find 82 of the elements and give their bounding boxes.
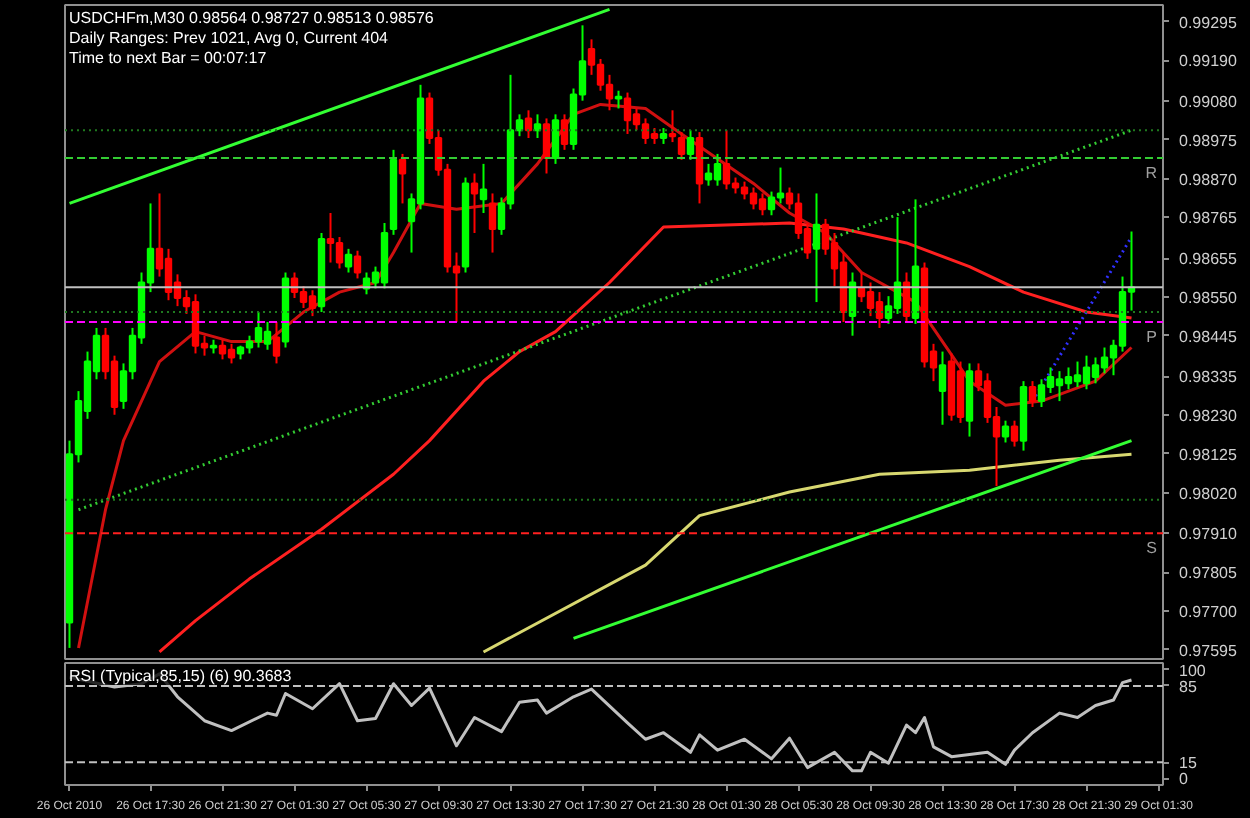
candlestick <box>254 311 263 349</box>
y-tick-label: 0.99190 <box>1179 52 1238 71</box>
ref-line-label: R <box>1145 163 1158 182</box>
candlestick <box>1037 378 1046 409</box>
candlestick <box>641 117 650 145</box>
candlestick <box>668 109 677 144</box>
y-tick-label: 0.99295 <box>1179 13 1238 32</box>
y-tick-label: 15 <box>1179 754 1198 773</box>
ref-line-label: P <box>1146 328 1158 347</box>
y-tick-label: 0.97910 <box>1179 525 1238 544</box>
candlestick <box>560 113 569 151</box>
y-tick-label: 85 <box>1179 677 1198 696</box>
candlestick <box>191 293 200 355</box>
candlestick <box>857 271 866 304</box>
candlestick <box>866 281 875 318</box>
candlestick <box>677 131 686 161</box>
y-tick-label: 0.98655 <box>1179 250 1238 269</box>
candlestick <box>1073 360 1082 389</box>
candlestick <box>713 152 722 187</box>
candlestick <box>1082 354 1091 391</box>
candlestick <box>812 192 821 304</box>
y-tick-label: 100 <box>1179 661 1207 680</box>
y-tick-label: 0.98020 <box>1179 484 1238 503</box>
candlestick <box>1064 366 1073 391</box>
candlestick <box>758 192 767 217</box>
ref-line-label: S <box>1146 539 1158 558</box>
candlestick <box>1028 380 1037 409</box>
candlestick <box>335 236 344 270</box>
chart-title: USDCHFm,M30 0.98564 0.98727 0.98513 0.98576 <box>69 9 435 27</box>
candlestick <box>749 186 758 211</box>
candlestick <box>1100 346 1109 375</box>
y-tick-label: 0.97700 <box>1179 602 1238 621</box>
y-tick-label: 0.98125 <box>1179 445 1238 464</box>
candlestick <box>218 338 227 361</box>
y-tick-label: 0.98550 <box>1179 288 1238 307</box>
candlestick <box>344 247 353 274</box>
candlestick <box>1046 366 1055 394</box>
candlestick <box>875 291 884 329</box>
candlestick <box>1091 356 1100 385</box>
candlestick <box>353 249 362 280</box>
candlestick <box>893 216 902 315</box>
candlestick <box>164 247 173 302</box>
candlestick <box>227 342 236 365</box>
y-tick-label: 0 <box>1179 770 1189 789</box>
candlestick <box>524 109 533 140</box>
chart-title: RSI (Typical,85,15) (6) 90.3683 <box>69 667 293 685</box>
y-tick-label: 0.98230 <box>1179 407 1238 426</box>
y-tick-label: 0.97595 <box>1179 641 1238 660</box>
line-series <box>482 452 1133 654</box>
candlestick <box>542 117 551 175</box>
y-tick-label: 0.99080 <box>1179 93 1238 112</box>
candlestick <box>704 162 713 187</box>
candlestick <box>263 321 272 351</box>
candlestick <box>722 129 731 191</box>
y-tick-label: 0.97805 <box>1179 564 1238 583</box>
text: Daily Ranges: Prev 1021, Avg 0, Current 404 <box>69 29 390 47</box>
candlestick <box>398 152 407 205</box>
y-tick-label: 0.98870 <box>1179 170 1238 189</box>
y-tick-label: 0.98765 <box>1179 209 1238 228</box>
candlestick <box>1055 370 1064 403</box>
candlestick <box>272 321 281 365</box>
y-tick-label: 0.98445 <box>1179 327 1238 346</box>
candlestick <box>551 113 560 165</box>
candlestick <box>299 285 308 309</box>
candlestick <box>326 212 335 264</box>
candlestick <box>956 360 965 424</box>
candlestick <box>479 162 488 215</box>
line-series <box>77 102 1133 650</box>
y-tick-label: 0.98335 <box>1179 368 1238 387</box>
candlestick <box>938 350 947 426</box>
y-tick-label: 0.98975 <box>1179 131 1238 150</box>
candlestick <box>686 129 695 161</box>
candlestick <box>470 172 479 234</box>
candlestick <box>308 289 317 318</box>
candlestick <box>776 166 785 205</box>
candlestick <box>1010 419 1019 448</box>
annotation: Time to next Bar = 00:07:17 <box>69 49 268 67</box>
candlestick <box>623 91 632 135</box>
candlestick <box>695 131 704 205</box>
candlestick <box>1001 419 1010 444</box>
candlestick <box>488 192 497 254</box>
candlestick <box>767 190 776 217</box>
